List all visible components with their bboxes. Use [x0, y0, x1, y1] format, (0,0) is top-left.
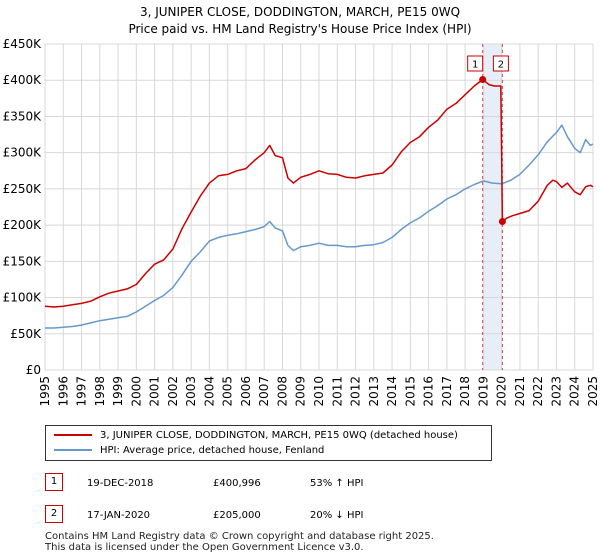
x-tick-label: 2013 — [367, 376, 381, 407]
x-tick-label: 2008 — [275, 376, 289, 407]
x-tick-label: 2016 — [422, 376, 436, 407]
x-tick-label: 2005 — [221, 376, 235, 407]
legend-item-hpi: HPI: Average price, detached house, Fenl… — [54, 444, 324, 458]
x-tick-label: 2022 — [531, 376, 545, 407]
legend-item-property: 3, JUNIPER CLOSE, DODDINGTON, MARCH, PE1… — [54, 429, 458, 443]
x-tick-label: 2019 — [476, 376, 490, 407]
x-tick-label: 2018 — [458, 376, 472, 407]
x-tick-label: 1997 — [75, 376, 89, 407]
legend-label-hpi: HPI: Average price, detached house, Fenl… — [100, 445, 325, 456]
transaction-price: £400,996 — [213, 478, 261, 489]
y-tick-label: £200K — [3, 218, 43, 232]
transaction-hpi-diff: 20% ↓ HPI — [310, 510, 364, 521]
x-tick-label: 1999 — [111, 376, 125, 407]
x-tick-label: 1996 — [56, 376, 70, 407]
sale-point — [479, 76, 487, 84]
x-tick-label: 2001 — [148, 376, 162, 407]
x-tick-label: 1995 — [38, 376, 52, 407]
sale-period-band — [482, 44, 503, 370]
transaction-number-badge: 1 — [45, 473, 63, 491]
x-tick-label: 2025 — [586, 376, 600, 407]
y-tick-label: £400K — [3, 73, 43, 87]
y-tick-label: £350K — [3, 109, 43, 123]
y-tick-label: £100K — [3, 291, 43, 305]
sale-point — [498, 217, 506, 225]
sale-marker-label: 2 — [498, 60, 504, 71]
x-tick-label: 2021 — [513, 376, 527, 407]
sale-marker-box — [467, 55, 484, 72]
sale-marker-label: 1 — [472, 60, 478, 71]
legend: 3, JUNIPER CLOSE, DODDINGTON, MARCH, PE1… — [45, 425, 492, 461]
sale-marker-box — [492, 55, 509, 72]
title-subtitle: Price paid vs. HM Land Registry's House … — [128, 22, 472, 36]
title-address: 3, JUNIPER CLOSE, DODDINGTON, MARCH, PE1… — [139, 5, 461, 19]
x-tick-label: 2020 — [495, 376, 509, 407]
x-tick-label: 2004 — [202, 376, 216, 407]
x-tick-label: 2003 — [184, 376, 198, 407]
x-tick-label: 2010 — [312, 376, 326, 407]
transaction-date: 19-DEC-2018 — [87, 478, 154, 489]
x-tick-label: 2014 — [385, 376, 399, 407]
legend-swatch-blue — [54, 449, 92, 451]
y-tick-label: £0 — [26, 363, 41, 377]
x-tick-label: 2024 — [568, 376, 582, 407]
transaction-price: £205,000 — [213, 510, 261, 521]
x-tick-label: 2006 — [239, 376, 253, 407]
transaction-date: 17-JAN-2020 — [87, 510, 151, 521]
y-tick-label: £300K — [3, 146, 43, 160]
chart-title: 3, JUNIPER CLOSE, DODDINGTON, MARCH, PE1… — [0, 4, 600, 38]
legend-swatch-red — [54, 434, 92, 436]
x-tick-label: 2007 — [257, 376, 271, 407]
transaction-row: 1 19-DEC-2018 £400,996 53% ↑ HPI — [45, 473, 590, 493]
price-chart: £0 £50K £100K £150K £200K £250K £300K £350K £400… — [3, 37, 600, 407]
footer-copyright: Contains HM Land Registry data © Crown c… — [45, 531, 434, 542]
transaction-hpi-diff: 53% ↑ HPI — [310, 478, 364, 489]
x-tick-label: 2011 — [330, 376, 344, 407]
x-tick-label: 2012 — [349, 376, 363, 407]
transaction-row: 2 17-JAN-2020 £205,000 20% ↓ HPI — [45, 505, 590, 525]
y-tick-label: £50K — [10, 327, 42, 341]
footer: Contains HM Land Registry data © Crown c… — [45, 531, 434, 553]
y-tick-label: £150K — [3, 254, 43, 268]
x-tick-label: 2002 — [166, 376, 180, 407]
transaction-number-badge: 2 — [45, 505, 63, 523]
property-price-line — [44, 78, 594, 308]
hpi-line — [45, 124, 594, 329]
x-tick-label: 1998 — [93, 376, 107, 407]
x-tick-label: 2009 — [294, 376, 308, 407]
y-tick-label: £250K — [3, 182, 43, 196]
x-tick-label: 2015 — [403, 376, 417, 407]
legend-label-property: 3, JUNIPER CLOSE, DODDINGTON, MARCH, PE1… — [100, 430, 458, 441]
footer-licence: This data is licensed under the Open Gov… — [45, 542, 364, 553]
x-tick-label: 2023 — [549, 376, 563, 407]
x-tick-label: 2000 — [129, 376, 143, 407]
y-tick-label: £450K — [3, 37, 43, 51]
x-tick-label: 2017 — [440, 376, 454, 407]
